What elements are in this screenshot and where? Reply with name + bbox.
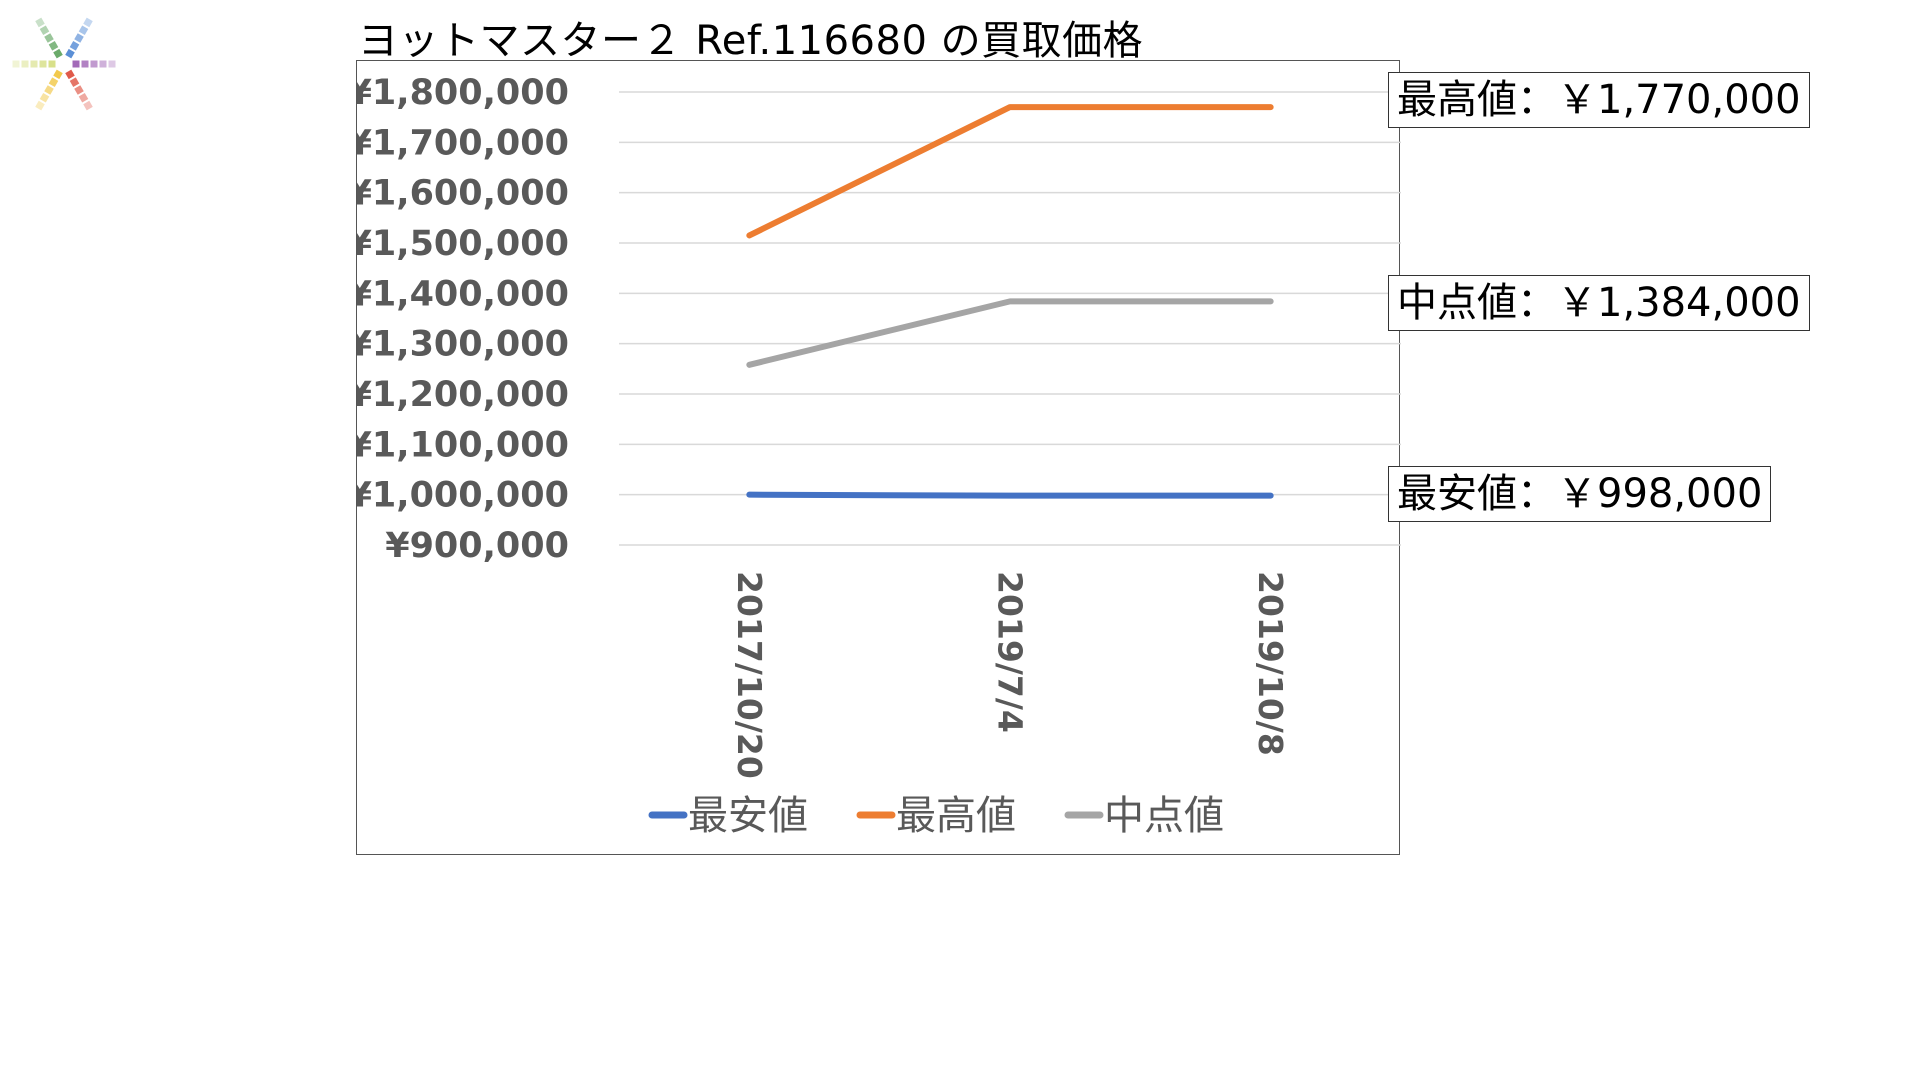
x-tick-label: 2017/10/20: [730, 571, 769, 779]
logo-square: [74, 85, 84, 95]
y-tick-label: ¥1,700,000: [357, 123, 569, 163]
logo-square: [78, 25, 89, 36]
x-tick-label: 2019/10/8: [1251, 571, 1290, 756]
logo-square: [30, 60, 38, 68]
logo-square: [39, 60, 47, 68]
y-tick-label: ¥1,200,000: [357, 375, 569, 415]
y-tick-label: ¥900,000: [385, 526, 569, 566]
callout-mid-value: 中点値：￥1,384,000: [1388, 275, 1810, 331]
logo-square: [48, 41, 59, 51]
logo-square: [99, 60, 107, 68]
logo-square: [53, 69, 63, 80]
logo-square: [81, 60, 89, 68]
logo-square: [35, 100, 45, 111]
series-line: [746, 491, 1274, 499]
logo-square: [83, 17, 93, 28]
logo-square: [65, 69, 75, 80]
logo-square: [12, 60, 20, 68]
chart-frame: ¥1,800,000 ¥1,700,000 ¥1,600,000 ¥1,500,000…: [356, 60, 1401, 855]
logo-square: [69, 41, 80, 51]
logo-square: [83, 100, 93, 111]
y-tick-label: ¥1,300,000: [357, 325, 569, 365]
logo-square: [44, 33, 54, 43]
logo-square: [21, 60, 29, 68]
legend-label: 最高値: [896, 793, 1016, 839]
logo-square: [90, 60, 98, 68]
legend-label: 最安値: [688, 793, 808, 839]
logo-square: [72, 60, 80, 68]
y-tick-label: ¥1,600,000: [357, 174, 569, 214]
logo-square: [53, 48, 63, 59]
callout-min-value: 最安値：￥998,000: [1388, 466, 1772, 522]
logo-square: [35, 17, 45, 28]
logo-square: [48, 60, 56, 68]
logo-icon: [12, 17, 116, 111]
y-tick-label: ¥1,800,000: [357, 73, 569, 113]
logo-square: [74, 33, 84, 43]
logo-square: [39, 25, 50, 36]
y-tick-label: ¥1,000,000: [357, 476, 569, 516]
logo-square: [108, 60, 116, 68]
page-title: ヨットマスター２ Ref.116680 の買取価格: [358, 18, 1144, 64]
logo-square: [65, 48, 75, 59]
logo-square: [44, 85, 54, 95]
x-tick-label: 2019/7/4: [991, 571, 1030, 733]
legend-label: 中点値: [1104, 793, 1224, 839]
y-tick-label: ¥1,500,000: [357, 224, 569, 264]
y-tick-label: ¥1,100,000: [357, 425, 569, 465]
logo-square: [39, 92, 50, 103]
logo-square: [69, 77, 80, 87]
callout-max-value: 最高値：￥1,770,000: [1388, 72, 1810, 128]
series-line: [746, 298, 1274, 368]
y-tick-label: ¥1,400,000: [357, 274, 569, 314]
line-chart: ¥1,800,000 ¥1,700,000 ¥1,600,000 ¥1,500,000…: [357, 73, 1401, 839]
logo-square: [78, 92, 89, 103]
series-line: [746, 104, 1274, 239]
logo-square: [48, 77, 59, 87]
